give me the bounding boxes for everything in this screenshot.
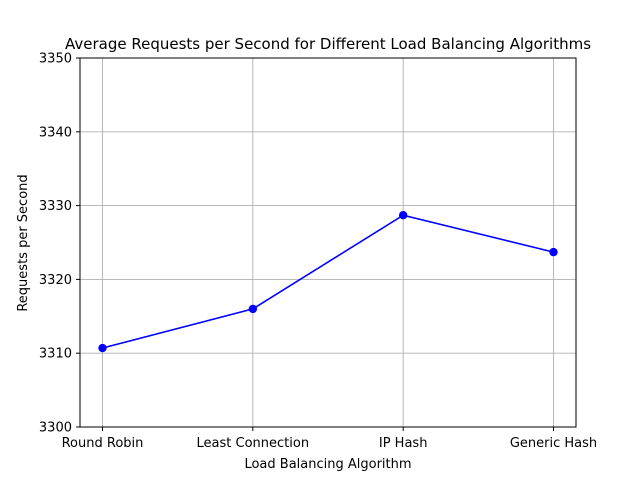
data-point-marker [398, 210, 408, 220]
x-tick-label: IP Hash [379, 436, 428, 451]
series-line [102, 214, 554, 349]
x-tick-label: Round Robin [62, 436, 144, 451]
x-axis-label: Load Balancing Algorithm [244, 457, 411, 472]
y-tick-label: 3350 [39, 52, 72, 67]
y-axis-label: Requests per Second [16, 174, 31, 311]
grid-layer [80, 57, 576, 428]
data-point-marker [549, 247, 558, 257]
data-point-marker [248, 304, 258, 314]
x-tick-label: Generic Hash [510, 436, 597, 451]
y-tick-label: 3310 [39, 347, 72, 362]
series-layer [98, 210, 558, 353]
data-point-marker [98, 343, 107, 353]
y-tick-label: 3300 [39, 421, 72, 436]
y-tick-label: 3320 [39, 273, 72, 288]
chart-title: Average Requests per Second for Differen… [65, 35, 591, 53]
y-tick-label: 3330 [39, 199, 72, 214]
x-tick-label: Least Connection [197, 436, 310, 451]
tick-layer: Round Robin Least Connection IP Hash Generi… [39, 52, 597, 452]
plot-area-frame [79, 57, 577, 428]
y-tick-label: 3340 [39, 125, 72, 140]
